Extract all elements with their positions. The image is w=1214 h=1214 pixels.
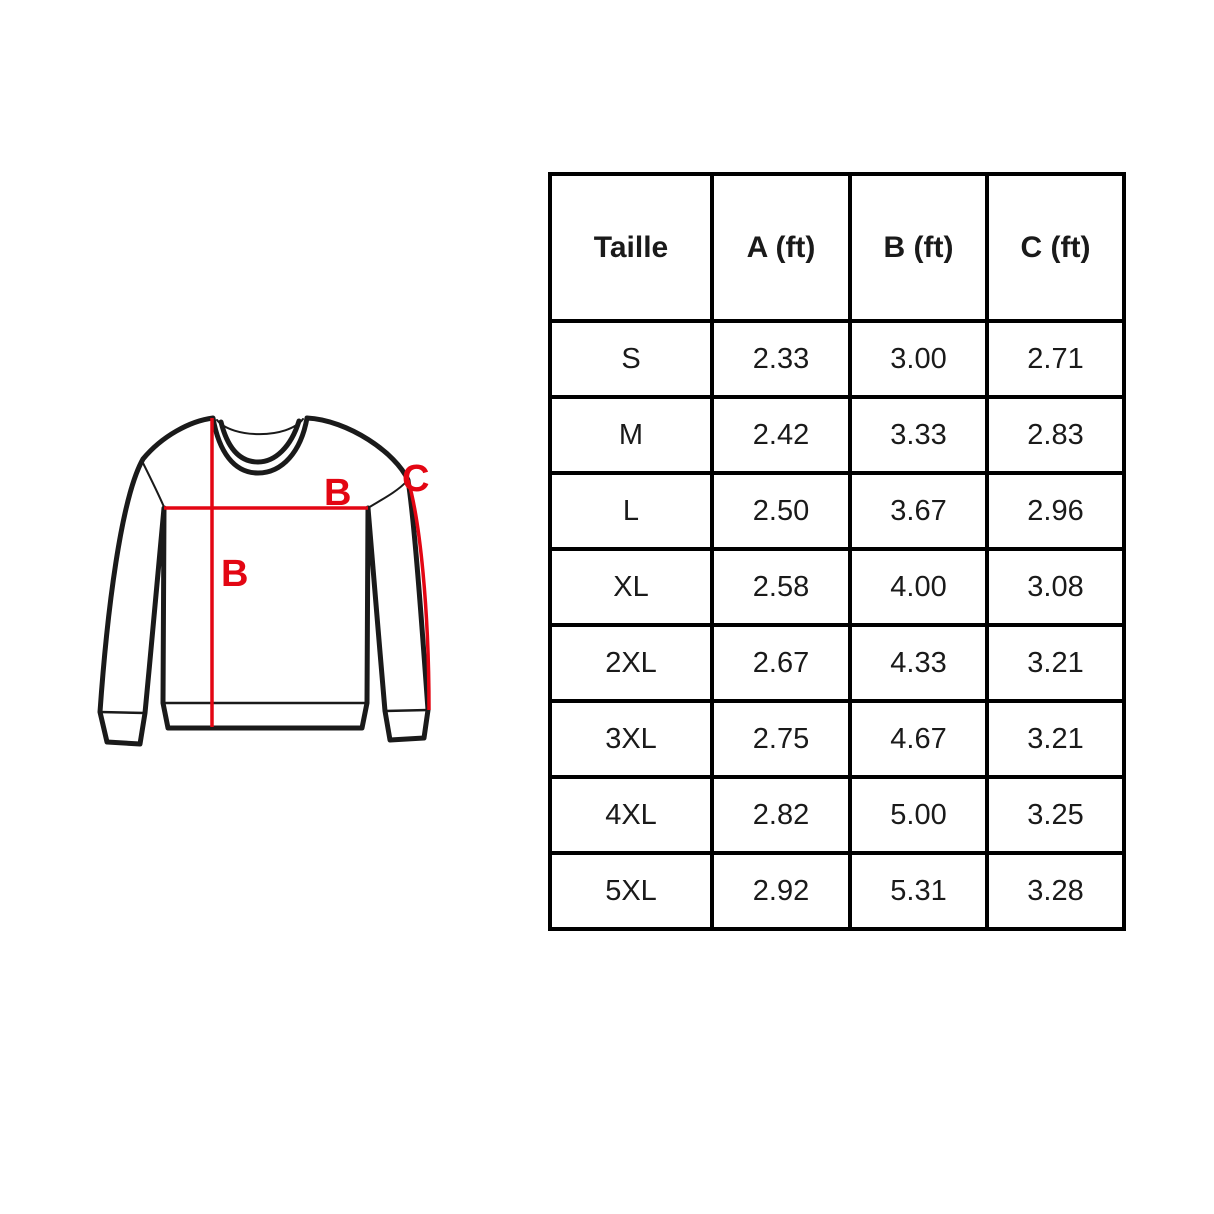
left-cuff-line xyxy=(98,710,147,715)
cell-a: 2.82 xyxy=(710,775,852,855)
cell-c: 3.21 xyxy=(985,623,1126,703)
cell-b: 4.00 xyxy=(848,547,989,627)
cell-size: XL xyxy=(548,547,714,627)
back-neck-line xyxy=(216,418,304,436)
cell-a: 2.75 xyxy=(710,699,852,779)
table-row-3xl: 3XL 2.75 4.67 3.21 xyxy=(548,699,1126,779)
size-table: Taille A (ft) B (ft) C (ft) S 2.33 3.00 … xyxy=(548,172,1126,931)
right-cuff-line xyxy=(383,708,430,713)
right-shoulder-seam xyxy=(367,480,408,509)
cell-a: 2.42 xyxy=(710,395,852,475)
chest-measure-label: B xyxy=(324,472,351,514)
cell-c: 2.96 xyxy=(985,471,1126,551)
length-measure-label: B xyxy=(221,553,248,595)
cell-a: 2.33 xyxy=(710,319,852,399)
cell-b: 3.33 xyxy=(848,395,989,475)
cell-b: 4.33 xyxy=(848,623,989,703)
cell-a: 2.92 xyxy=(710,851,852,931)
cell-b: 4.67 xyxy=(848,699,989,779)
cell-a: 2.58 xyxy=(710,547,852,627)
cell-b: 5.31 xyxy=(848,851,989,931)
header-cell-b: B (ft) xyxy=(848,172,989,323)
header-row: Taille A (ft) B (ft) C (ft) xyxy=(548,172,1126,323)
cell-c: 2.71 xyxy=(985,319,1126,399)
sleeve-measure-label: C xyxy=(402,458,429,500)
cell-c: 2.83 xyxy=(985,395,1126,475)
cell-size: 2XL xyxy=(548,623,714,703)
cell-c: 3.08 xyxy=(985,547,1126,627)
cell-b: 3.67 xyxy=(848,471,989,551)
table-row-m: M 2.42 3.33 2.83 xyxy=(548,395,1126,475)
header-cell-a: A (ft) xyxy=(710,172,852,323)
cell-c: 3.28 xyxy=(985,851,1126,931)
sweatshirt-diagram-svg: B B C xyxy=(97,415,431,747)
header-cell-taille: Taille xyxy=(548,172,714,323)
table-row-xl: XL 2.58 4.00 3.08 xyxy=(548,547,1126,627)
header-cell-c: C (ft) xyxy=(985,172,1126,323)
cell-size: 4XL xyxy=(548,775,714,855)
table-row-5xl: 5XL 2.92 5.31 3.28 xyxy=(548,851,1126,931)
sweatshirt-measurement-diagram: B B C xyxy=(75,385,495,775)
cell-b: 3.00 xyxy=(848,319,989,399)
cell-size: M xyxy=(548,395,714,475)
table-row-4xl: 4XL 2.82 5.00 3.25 xyxy=(548,775,1126,855)
cell-size: 5XL xyxy=(548,851,714,931)
cell-a: 2.50 xyxy=(710,471,852,551)
table-row-l: L 2.50 3.67 2.96 xyxy=(548,471,1126,551)
sleeve-measure-line xyxy=(406,479,431,711)
cell-size: L xyxy=(548,471,714,551)
size-table-header: Taille A (ft) B (ft) C (ft) xyxy=(548,172,1126,323)
cell-size: S xyxy=(548,319,714,399)
cell-c: 3.21 xyxy=(985,699,1126,779)
cell-c: 3.25 xyxy=(985,775,1126,855)
cell-b: 5.00 xyxy=(848,775,989,855)
table-row-s: S 2.33 3.00 2.71 xyxy=(548,319,1126,399)
left-shoulder-seam xyxy=(141,460,165,508)
sweatshirt-outline xyxy=(97,415,431,747)
cell-a: 2.67 xyxy=(710,623,852,703)
size-table-body: S 2.33 3.00 2.71 M 2.42 3.33 2.83 L 2.50… xyxy=(548,319,1126,931)
cell-size: 3XL xyxy=(548,699,714,779)
collar-inner-rib-line xyxy=(218,418,302,465)
table-row-2xl: 2XL 2.67 4.33 3.21 xyxy=(548,623,1126,703)
